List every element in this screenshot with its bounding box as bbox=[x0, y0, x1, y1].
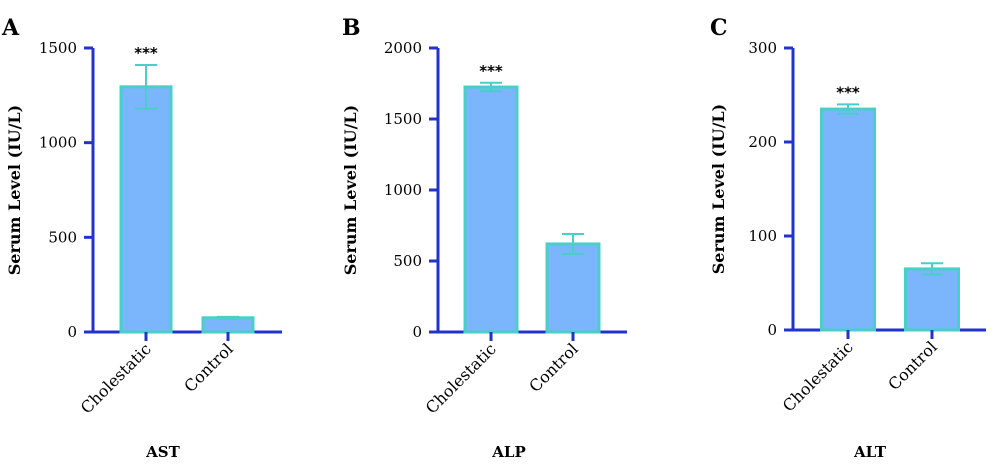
panel-letter: C bbox=[710, 15, 728, 41]
bar-control bbox=[904, 267, 960, 332]
bar-cholestatic bbox=[463, 85, 519, 334]
x-tick-label: Cholestatic bbox=[779, 337, 857, 415]
x-axis-title: ALT bbox=[853, 443, 887, 461]
y-tick-label: 0 bbox=[412, 323, 422, 341]
chart-panel-a: A Serum Level (IU/L) 0 500 1000 1500 *** Choles… bbox=[1, 15, 282, 461]
x-tick-label: Control bbox=[884, 337, 941, 394]
x-tick-label: Cholestatic bbox=[77, 339, 155, 417]
y-tick-label: 500 bbox=[393, 252, 422, 270]
significance-label: *** bbox=[479, 62, 503, 80]
panel-letter: A bbox=[1, 15, 20, 41]
y-tick-label: 0 bbox=[767, 321, 777, 339]
x-axis-title: AST bbox=[145, 443, 180, 461]
x-tick-label: Cholestatic bbox=[422, 339, 500, 417]
bar-cholestatic bbox=[820, 107, 876, 332]
significance-label: *** bbox=[836, 83, 860, 101]
chart-panel-c: C Serum Level (IU/L) 0 100 200 300 *** Cholesta… bbox=[709, 15, 986, 461]
bar-cholestatic bbox=[119, 85, 173, 334]
y-tick-label: 1500 bbox=[39, 39, 77, 57]
y-tick-label: 1000 bbox=[384, 181, 422, 199]
y-axis-label: Serum Level (IU/L) bbox=[5, 105, 24, 276]
y-tick-label: 2000 bbox=[384, 39, 422, 57]
bar-control bbox=[545, 242, 601, 334]
significance-label: *** bbox=[134, 44, 158, 62]
chart-panel-b: B Serum Level (IU/L) 0 500 1000 1500 2000 *** Ch… bbox=[341, 15, 627, 461]
y-tick-label: 100 bbox=[748, 227, 777, 245]
y-tick-label: 1000 bbox=[39, 134, 77, 152]
x-axis-title: ALP bbox=[491, 443, 525, 461]
y-tick-label: 300 bbox=[748, 39, 777, 57]
x-tick-label: Control bbox=[180, 339, 237, 396]
x-tick-label: Control bbox=[525, 339, 582, 396]
y-tick-label: 500 bbox=[48, 228, 77, 246]
y-tick-label: 1500 bbox=[384, 110, 422, 128]
y-tick-label: 200 bbox=[748, 133, 777, 151]
panel-letter: B bbox=[342, 15, 361, 41]
bar-control bbox=[201, 316, 255, 334]
y-axis-label: Serum Level (IU/L) bbox=[341, 105, 360, 276]
y-tick-label: 0 bbox=[67, 323, 77, 341]
y-axis-label: Serum Level (IU/L) bbox=[709, 104, 728, 275]
